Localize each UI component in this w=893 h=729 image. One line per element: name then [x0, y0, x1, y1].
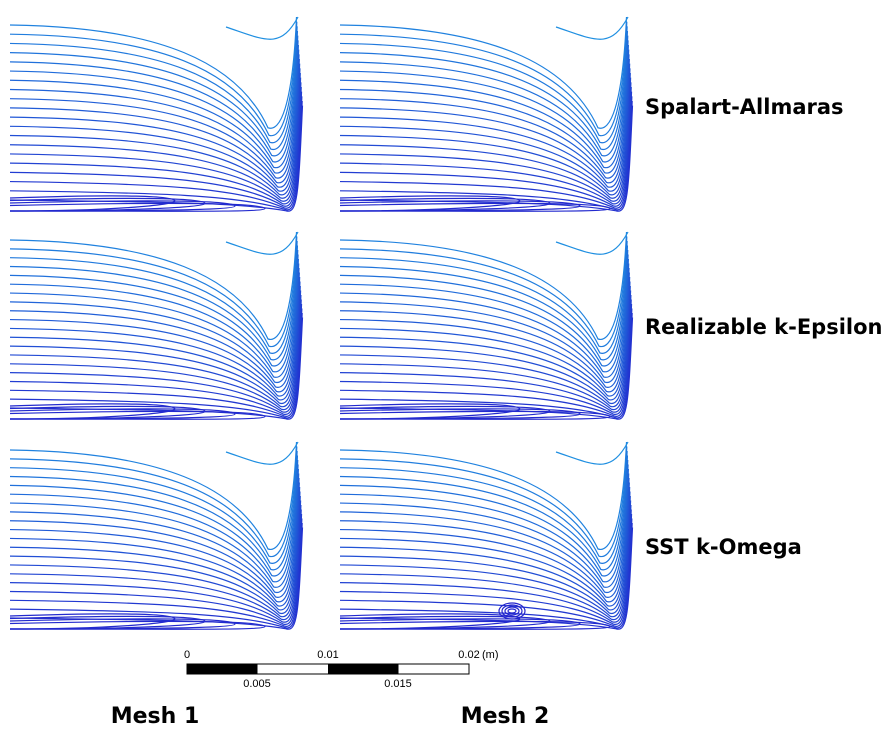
panels [10, 17, 633, 629]
row-label: SST k-Omega [645, 535, 802, 559]
streamline-figure: Spalart-Allmaras Realizable k-Epsilon SS… [0, 0, 893, 729]
scale-label: 0.015 [384, 678, 412, 690]
scale-unit: (m) [482, 649, 499, 661]
streamline [226, 442, 298, 464]
streamline [226, 17, 298, 39]
scale-label: 0.005 [243, 678, 271, 690]
scale-bar-segment [328, 664, 399, 674]
streamline [340, 78, 631, 199]
streamline [556, 232, 628, 254]
vortex [508, 609, 516, 613]
streamline [10, 291, 301, 407]
scale-label: 0.02 [458, 649, 479, 661]
scale-label: 0 [184, 649, 190, 661]
figure: Spalart-Allmaras Realizable k-Epsilon SS… [0, 0, 893, 729]
streamline [556, 17, 628, 39]
streamline [556, 442, 628, 464]
column-label: Mesh 1 [111, 704, 200, 729]
scale-bar-segment [187, 664, 258, 674]
scale-label: 0.01 [317, 649, 338, 661]
row-label: Realizable k-Epsilon [645, 315, 883, 339]
column-label: Mesh 2 [461, 704, 550, 729]
streamline [340, 291, 631, 407]
streamline [340, 501, 631, 617]
scale-bar: 0 0.01 0.02 (m) 0.005 0.015 [184, 649, 499, 690]
streamline [10, 501, 301, 617]
streamline [226, 232, 298, 254]
row-label: Spalart-Allmaras [645, 95, 844, 119]
streamline [10, 78, 301, 199]
